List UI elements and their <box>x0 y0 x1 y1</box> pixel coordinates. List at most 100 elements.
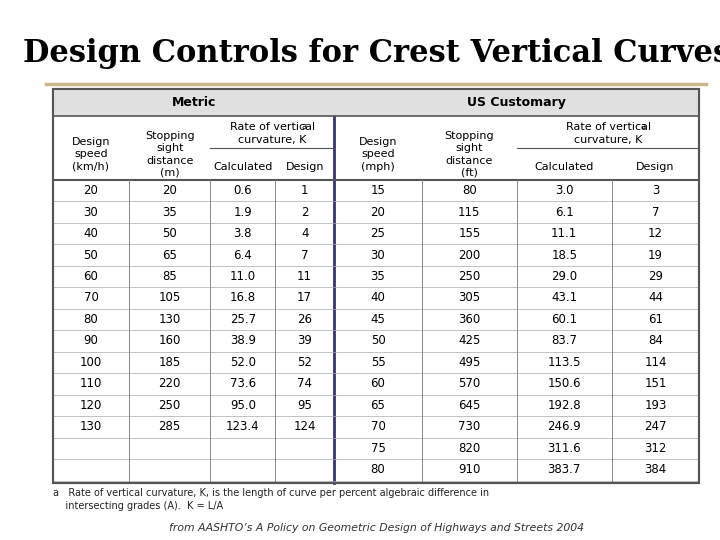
Text: 83.7: 83.7 <box>552 334 577 347</box>
Text: 7: 7 <box>652 206 660 219</box>
Text: 910: 910 <box>458 463 480 476</box>
Text: 95: 95 <box>297 399 312 412</box>
Text: 18.5: 18.5 <box>552 248 577 261</box>
Text: Stopping
sight
distance
(m): Stopping sight distance (m) <box>145 131 194 178</box>
Text: 246.9: 246.9 <box>547 420 581 434</box>
Text: 384: 384 <box>644 463 667 476</box>
Text: 25: 25 <box>371 227 385 240</box>
Text: Calculated: Calculated <box>534 162 594 172</box>
Text: 80: 80 <box>462 184 477 197</box>
Text: 185: 185 <box>158 356 181 369</box>
Text: from AASHTO’s A Policy on Geometric Design of Highways and Streets 2004: from AASHTO’s A Policy on Geometric Desi… <box>168 523 584 533</box>
Text: 570: 570 <box>458 377 480 390</box>
Text: 150.6: 150.6 <box>547 377 581 390</box>
Text: 61: 61 <box>648 313 663 326</box>
Text: 155: 155 <box>458 227 480 240</box>
Text: 20: 20 <box>162 184 177 197</box>
Text: 124: 124 <box>294 420 316 434</box>
Text: 113.5: 113.5 <box>547 356 581 369</box>
Text: 60.1: 60.1 <box>552 313 577 326</box>
Text: 20: 20 <box>84 184 99 197</box>
Text: 730: 730 <box>458 420 480 434</box>
Text: Stopping
sight
distance
(ft): Stopping sight distance (ft) <box>444 131 494 178</box>
Text: 45: 45 <box>371 313 385 326</box>
Text: 11: 11 <box>297 270 312 283</box>
Text: 105: 105 <box>158 292 181 305</box>
Text: 90: 90 <box>84 334 99 347</box>
Text: 130: 130 <box>80 420 102 434</box>
Text: 75: 75 <box>371 442 385 455</box>
Text: 17: 17 <box>297 292 312 305</box>
Bar <box>334 89 699 116</box>
Text: 15: 15 <box>371 184 385 197</box>
Text: 312: 312 <box>644 442 667 455</box>
Text: 114: 114 <box>644 356 667 369</box>
Text: 40: 40 <box>371 292 385 305</box>
Text: 123.4: 123.4 <box>226 420 260 434</box>
Text: 6.4: 6.4 <box>233 248 252 261</box>
Text: 305: 305 <box>458 292 480 305</box>
Text: a: a <box>301 122 306 131</box>
Text: 74: 74 <box>297 377 312 390</box>
Text: 3: 3 <box>652 184 660 197</box>
Text: 55: 55 <box>371 356 385 369</box>
Text: 311.6: 311.6 <box>547 442 581 455</box>
Text: 193: 193 <box>644 399 667 412</box>
Text: Design: Design <box>285 162 324 172</box>
Text: 110: 110 <box>80 377 102 390</box>
Text: 85: 85 <box>162 270 177 283</box>
Text: 383.7: 383.7 <box>548 463 581 476</box>
Text: 3.0: 3.0 <box>555 184 574 197</box>
Text: 6.1: 6.1 <box>555 206 574 219</box>
Text: 4: 4 <box>301 227 308 240</box>
Text: 11.0: 11.0 <box>230 270 256 283</box>
Text: 39: 39 <box>297 334 312 347</box>
Text: a: a <box>640 122 646 131</box>
Text: 250: 250 <box>158 399 181 412</box>
Text: 35: 35 <box>162 206 177 219</box>
Text: 12: 12 <box>648 227 663 240</box>
Text: 151: 151 <box>644 377 667 390</box>
Text: 200: 200 <box>458 248 480 261</box>
Text: Design
speed
(mph): Design speed (mph) <box>359 137 397 172</box>
Text: 43.1: 43.1 <box>552 292 577 305</box>
Text: 70: 70 <box>371 420 385 434</box>
Text: Design
speed
(km/h): Design speed (km/h) <box>72 137 110 172</box>
Text: 60: 60 <box>371 377 385 390</box>
Text: 11.1: 11.1 <box>551 227 577 240</box>
Text: 192.8: 192.8 <box>547 399 581 412</box>
Text: 100: 100 <box>80 356 102 369</box>
Text: 52.0: 52.0 <box>230 356 256 369</box>
Text: 820: 820 <box>458 442 480 455</box>
Text: 30: 30 <box>371 248 385 261</box>
Text: 425: 425 <box>458 334 480 347</box>
Text: 250: 250 <box>458 270 480 283</box>
Text: 25.7: 25.7 <box>230 313 256 326</box>
Text: 50: 50 <box>371 334 385 347</box>
Text: 84: 84 <box>648 334 663 347</box>
Text: 495: 495 <box>458 356 480 369</box>
Text: 1.9: 1.9 <box>233 206 252 219</box>
Text: 60: 60 <box>84 270 99 283</box>
Bar <box>53 89 699 483</box>
Text: Metric: Metric <box>171 96 216 109</box>
Text: 130: 130 <box>158 313 181 326</box>
Text: 50: 50 <box>84 248 99 261</box>
Text: Rate of vertical
curvature, K: Rate of vertical curvature, K <box>565 122 651 145</box>
Text: 1: 1 <box>301 184 308 197</box>
Text: 16.8: 16.8 <box>230 292 256 305</box>
Text: Calculated: Calculated <box>213 162 272 172</box>
Text: 220: 220 <box>158 377 181 390</box>
Text: 30: 30 <box>84 206 99 219</box>
Text: 65: 65 <box>162 248 177 261</box>
Text: a   Rate of vertical curvature, K, is the length of curve per percent algebraic : a Rate of vertical curvature, K, is the … <box>53 488 489 511</box>
Text: 2: 2 <box>301 206 308 219</box>
Text: 19: 19 <box>648 248 663 261</box>
Text: 645: 645 <box>458 399 480 412</box>
Text: US Customary: US Customary <box>467 96 566 109</box>
Text: 360: 360 <box>458 313 480 326</box>
Text: 29: 29 <box>648 270 663 283</box>
Text: 247: 247 <box>644 420 667 434</box>
Text: 52: 52 <box>297 356 312 369</box>
Text: 7: 7 <box>301 248 308 261</box>
